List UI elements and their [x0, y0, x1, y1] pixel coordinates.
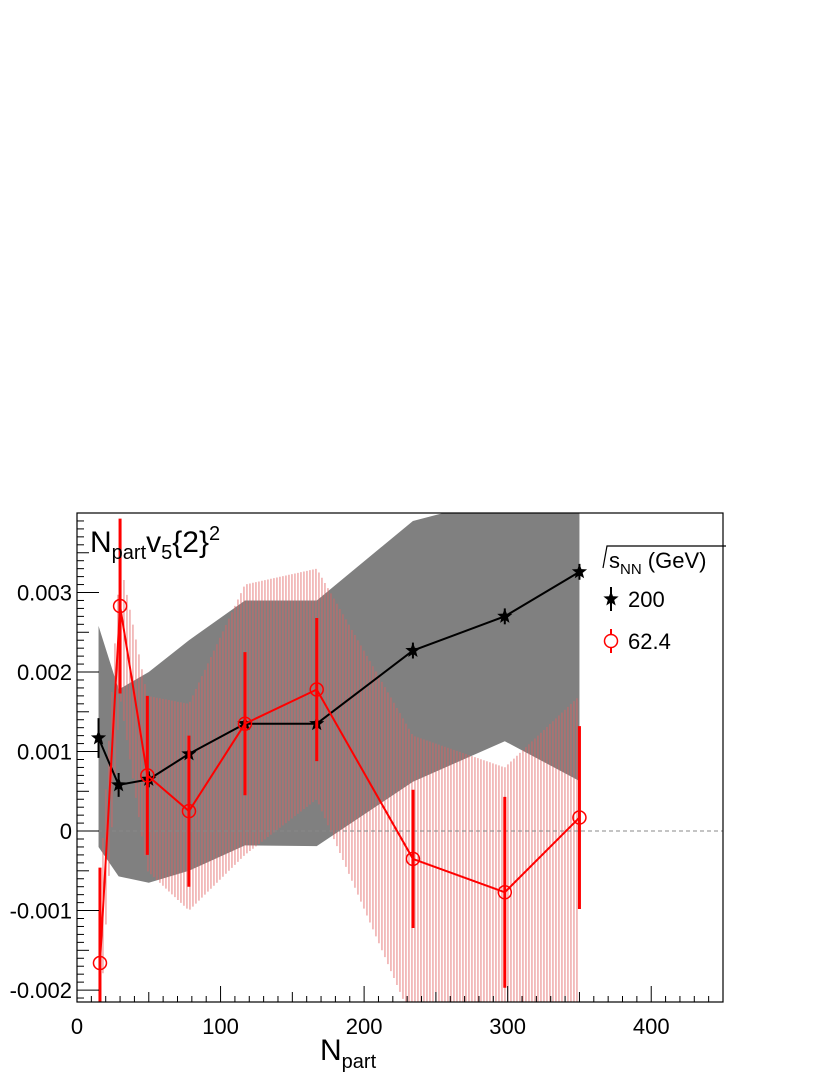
y-axis: -0.002 -0.001 0 0.001 0.002 0.003 [10, 520, 99, 1003]
y-tick-label: 0.002 [17, 660, 72, 685]
data-point [140, 768, 155, 783]
data-series [90, 518, 588, 1002]
systematic-bands [98, 513, 580, 1002]
data-point [112, 598, 128, 614]
x-tick-label: 100 [202, 1014, 239, 1039]
x-axis-title: Npart [320, 1034, 377, 1073]
legend-header: sNN (GeV) [609, 548, 706, 578]
band-200 [98, 513, 580, 883]
data-point [497, 608, 513, 623]
legend: sNN (GeV) 200 62.4 [602, 545, 726, 654]
data-point [237, 716, 253, 731]
data-point [405, 642, 421, 658]
data-point [92, 955, 108, 971]
legend-marker [603, 633, 619, 649]
legend-label: 200 [628, 587, 665, 612]
legend-sqrt-symbol [602, 545, 726, 569]
chart-title: Npartv5{2}2 [90, 523, 220, 564]
x-tick-label: 0 [71, 1014, 83, 1039]
x-tick-label: 300 [489, 1014, 526, 1039]
y-tick-label: -0.002 [10, 978, 72, 1003]
x-axis: 0 100 200 300 400 [71, 986, 724, 1039]
data-point [571, 563, 588, 579]
legend-label: 62.4 [628, 629, 671, 654]
data-point [405, 851, 421, 867]
x-tick-label: 200 [346, 1014, 383, 1039]
x-tick-label: 400 [633, 1014, 670, 1039]
data-point [181, 803, 197, 819]
data-point [497, 885, 513, 900]
legend-entry-62-4: 62.4 [603, 629, 671, 654]
y-tick-label: 0 [60, 819, 72, 844]
data-point [90, 730, 107, 745]
plot-frame [76, 512, 724, 1003]
data-point [572, 810, 587, 825]
y-tick-label: -0.001 [10, 899, 72, 924]
series-62-4 [92, 518, 587, 1002]
legend-marker [603, 591, 619, 606]
y-tick-label: 0.003 [17, 581, 72, 606]
legend-entry-200: 200 [603, 587, 665, 612]
y-tick-label: 0.001 [17, 740, 72, 765]
data-point [111, 776, 127, 792]
data-point [309, 682, 324, 697]
